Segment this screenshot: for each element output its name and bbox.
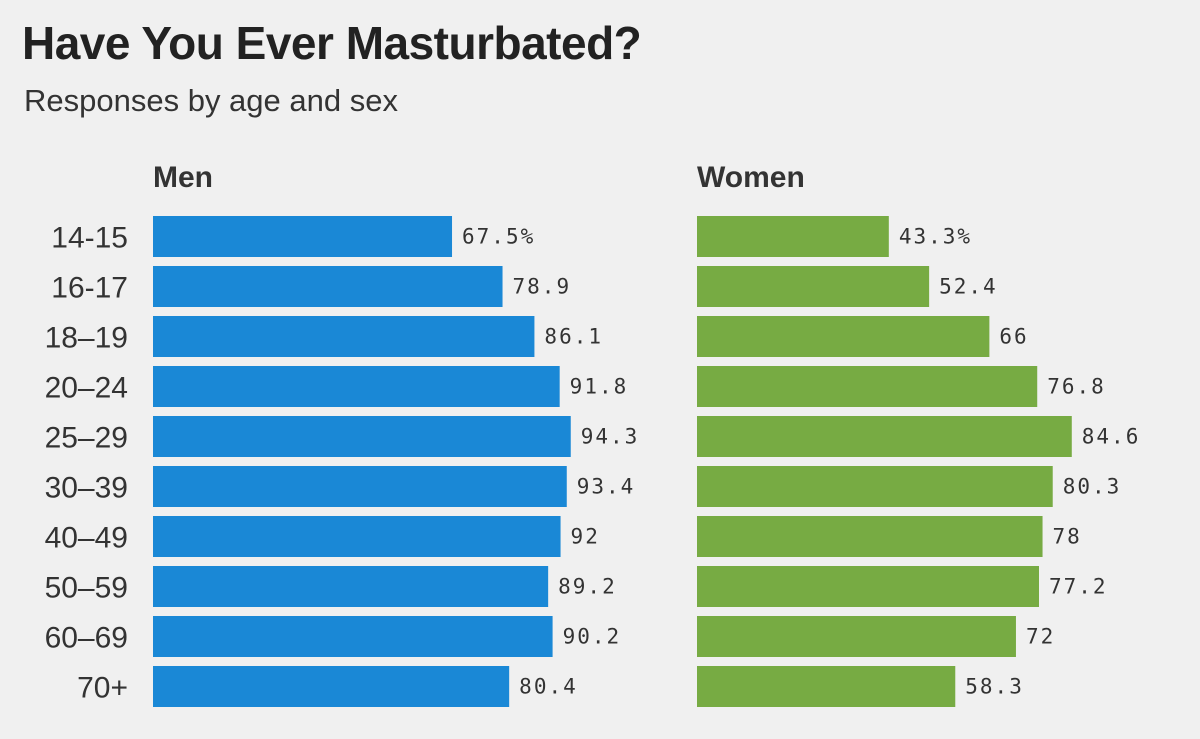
category-label: 50–59 <box>45 572 128 605</box>
chart-title: Have You Ever Masturbated? <box>22 17 642 69</box>
value-label-men: 90.2 <box>563 625 622 649</box>
category-label: 40–49 <box>45 522 128 555</box>
bar-women <box>697 416 1072 457</box>
value-label-men: 67.5% <box>462 225 535 249</box>
category-label: 70+ <box>77 672 128 705</box>
bar-women <box>697 216 889 257</box>
bar-women <box>697 316 990 357</box>
value-label-women: 72 <box>1026 625 1055 649</box>
value-label-women: 80.3 <box>1063 475 1122 499</box>
value-label-men: 89.2 <box>558 575 617 599</box>
category-label: 25–29 <box>45 422 128 455</box>
value-label-men: 93.4 <box>577 475 636 499</box>
value-label-men: 78.9 <box>513 275 572 299</box>
category-label: 14-15 <box>51 222 128 255</box>
bar-women <box>697 266 930 307</box>
panel-title-men: Men <box>153 161 213 194</box>
bar-men <box>153 266 503 307</box>
bar-men <box>153 616 553 657</box>
value-label-women: 76.8 <box>1047 375 1106 399</box>
category-label: 18–19 <box>45 322 128 355</box>
category-label: 20–24 <box>45 372 128 405</box>
value-label-women: 77.2 <box>1049 575 1108 599</box>
value-label-women: 52.4 <box>939 275 998 299</box>
value-label-men: 94.3 <box>581 425 640 449</box>
panel-title-women: Women <box>697 161 805 194</box>
value-label-women: 78 <box>1053 525 1082 549</box>
value-label-men: 86.1 <box>544 325 603 349</box>
category-label: 16-17 <box>51 272 128 305</box>
bar-men <box>153 366 560 407</box>
bar-women <box>697 366 1038 407</box>
value-label-men: 92 <box>571 525 600 549</box>
value-label-women: 84.6 <box>1082 425 1141 449</box>
value-label-men: 91.8 <box>570 375 629 399</box>
value-label-women: 43.3% <box>899 225 972 249</box>
value-label-men: 80.4 <box>519 675 578 699</box>
category-label: 60–69 <box>45 622 128 655</box>
bar-men <box>153 566 549 607</box>
bar-women <box>697 566 1039 607</box>
chart-subtitle: Responses by age and sex <box>24 83 398 118</box>
bar-men <box>153 466 567 507</box>
bar-men <box>153 516 561 557</box>
bar-women <box>697 666 956 707</box>
bar-women <box>697 466 1053 507</box>
bar-women <box>697 516 1043 557</box>
bar-men <box>153 316 535 357</box>
value-label-women: 58.3 <box>965 675 1024 699</box>
value-label-women: 66 <box>999 325 1028 349</box>
category-label: 30–39 <box>45 472 128 505</box>
bar-women <box>697 616 1016 657</box>
bar-men <box>153 216 453 257</box>
bar-men <box>153 666 510 707</box>
bar-men <box>153 416 571 457</box>
